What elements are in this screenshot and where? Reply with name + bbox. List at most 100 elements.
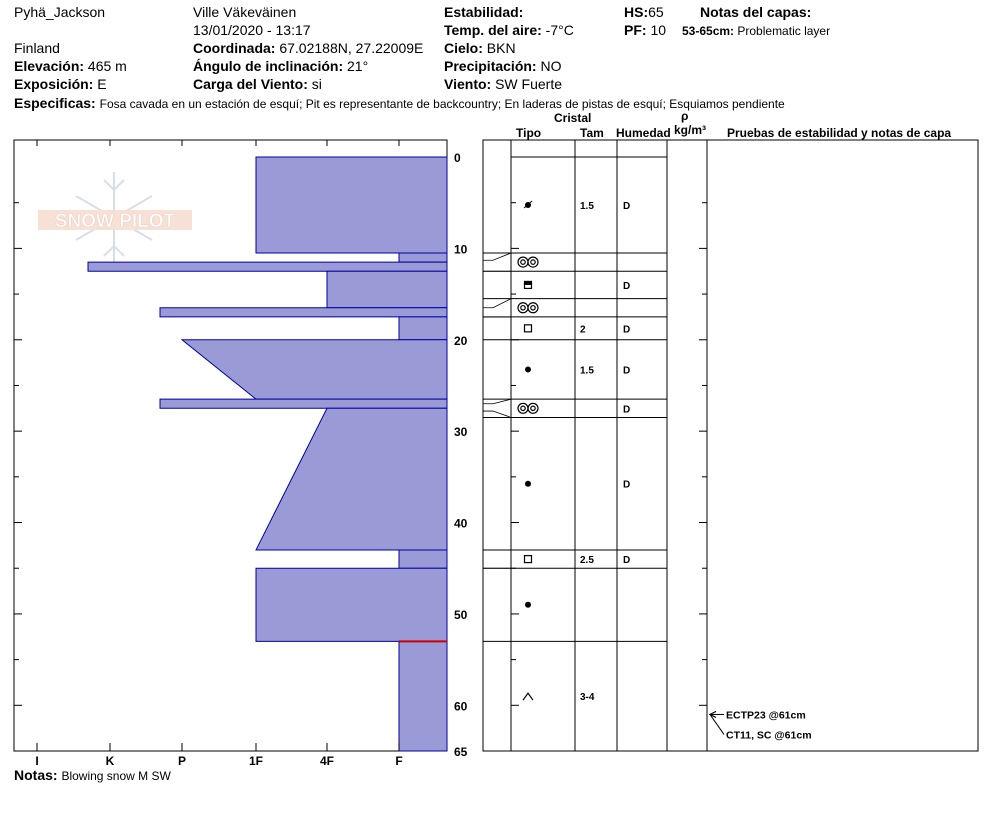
hardness-bar (398, 316, 448, 341)
hardness-label: F (395, 754, 402, 768)
depth-label: 0 (454, 151, 461, 165)
elevation: Elevación: 465 m (14, 58, 127, 74)
depth-label: 50 (454, 608, 468, 622)
date-time: 13/01/2020 - 13:17 (193, 22, 311, 38)
grain-depth-hoar-icon (522, 692, 534, 701)
moisture: D (623, 480, 630, 491)
hoar-ring-inner (530, 405, 536, 412)
moisture: D (623, 555, 630, 566)
hardness-bar (398, 252, 448, 263)
coordinates: Coordinada: 67.02188N, 27.22009E (193, 40, 424, 56)
hoar-ring-inner (530, 259, 536, 265)
air-temperature: Temp. del aire: -7°C (444, 22, 574, 38)
hoar-ring (517, 302, 529, 314)
column-rho: ρ (681, 109, 689, 123)
depth-label: 60 (454, 699, 468, 713)
hardness-bar (255, 567, 448, 642)
layer-table-frame (482, 139, 979, 752)
test-arrow (708, 710, 717, 718)
hardness-bar (159, 307, 448, 318)
grain-size: 2.5 (580, 555, 594, 566)
grain-rounds-icon (525, 480, 531, 487)
hoar-ring (517, 256, 529, 268)
test-leader (709, 714, 725, 735)
hoar-ring (517, 402, 529, 414)
depth-leader (483, 298, 512, 309)
hardness-label: 1F (249, 754, 263, 768)
snowpilot-logo: SNOW PILOT (38, 172, 192, 264)
stability-test-label: CT11, SC @61cm (726, 729, 812, 741)
wind: Viento: SW Fuerte (444, 76, 562, 92)
grain-facets-icon (523, 324, 533, 333)
hardness-label: 4F (320, 754, 334, 768)
depth-label: 10 (454, 242, 468, 256)
moisture: D (623, 324, 630, 335)
grain-melt-freeze-fill (524, 281, 532, 285)
moisture: D (623, 404, 630, 415)
moisture: D (623, 365, 630, 376)
hoar-ring-inner (520, 405, 526, 412)
hardness-label: K (106, 754, 115, 768)
hardness-bar (255, 156, 448, 254)
hardness-bar (159, 398, 448, 409)
moisture: D (623, 201, 630, 212)
hardness-bar (87, 261, 448, 272)
hardness-bar (398, 549, 448, 569)
stability-test-label: ECTP23 @61cm (726, 709, 806, 721)
hoar-ring-inner (520, 259, 526, 265)
depth-label: 40 (454, 517, 468, 531)
stability-label: Estabilidad: (444, 4, 524, 20)
depth-label: 65 (454, 745, 468, 759)
grain-decomposing-slash (523, 200, 533, 209)
notes: Notas: Blowing snow M SW (14, 767, 171, 783)
grain-rounds-icon (525, 601, 531, 608)
grain-size: 1.5 (580, 201, 594, 212)
hardness-label: P (178, 754, 186, 768)
depth-leader (483, 398, 512, 405)
layer-note: 53-65cm: Problematic layer (682, 24, 831, 38)
moisture: D (623, 281, 630, 292)
column-tipo: Tipo (516, 126, 542, 140)
grain-surface-hoar-icon (517, 402, 539, 414)
snow-height: HS:65 (624, 4, 664, 20)
penetration: PF: 10 (624, 22, 667, 38)
location-name: Pyhä_Jackson (14, 4, 106, 20)
grain-rounds-icon (525, 366, 531, 373)
logo-text: SNOW PILOT (55, 211, 176, 232)
grain-surface-hoar-icon (517, 302, 539, 314)
grain-size: 2 (580, 324, 586, 335)
hardness-bar (255, 407, 448, 551)
precipitation: Precipitación: NO (444, 58, 562, 74)
hardness-bar (180, 339, 448, 400)
hardness-bar (326, 270, 448, 309)
exposure: Exposición: E (14, 76, 107, 92)
hoar-ring (527, 256, 539, 268)
depth-leader (483, 252, 512, 261)
sky-cover: Cielo: BKN (444, 40, 516, 56)
hoar-ring-inner (520, 304, 526, 311)
observer-name: Ville Väkeväinen (193, 4, 297, 20)
depth-leader (483, 410, 512, 418)
hoar-ring-inner (530, 304, 536, 311)
hoar-ring (527, 402, 539, 414)
column-cristal: Cristal (554, 111, 592, 125)
hardness-bar (398, 640, 448, 752)
specifics: Especificas: Fosa cavada en un estación … (14, 95, 785, 111)
country: Finland (14, 40, 60, 56)
depth-label: 30 (454, 425, 468, 439)
slope-angle: Ángulo de inclinación: 21° (193, 58, 369, 74)
column-tam: Tam (580, 126, 604, 140)
column-humedad: Humedad (616, 126, 671, 140)
hardness-label: I (35, 754, 38, 768)
grain-surface-hoar-icon (517, 256, 539, 268)
hoar-ring (527, 302, 539, 314)
depth-label: 20 (454, 334, 468, 348)
column-tests: Pruebas de estabilidad y notas de capa (727, 126, 952, 140)
grain-size: 1.5 (580, 365, 594, 376)
column-density-unit: kg/m³ (674, 123, 707, 137)
grain-facets-icon (523, 554, 533, 564)
grain-size: 3-4 (580, 692, 595, 703)
wind-loading: Carga del Viento: si (193, 76, 322, 92)
layer-notes-label: Notas del capas: (700, 4, 812, 20)
